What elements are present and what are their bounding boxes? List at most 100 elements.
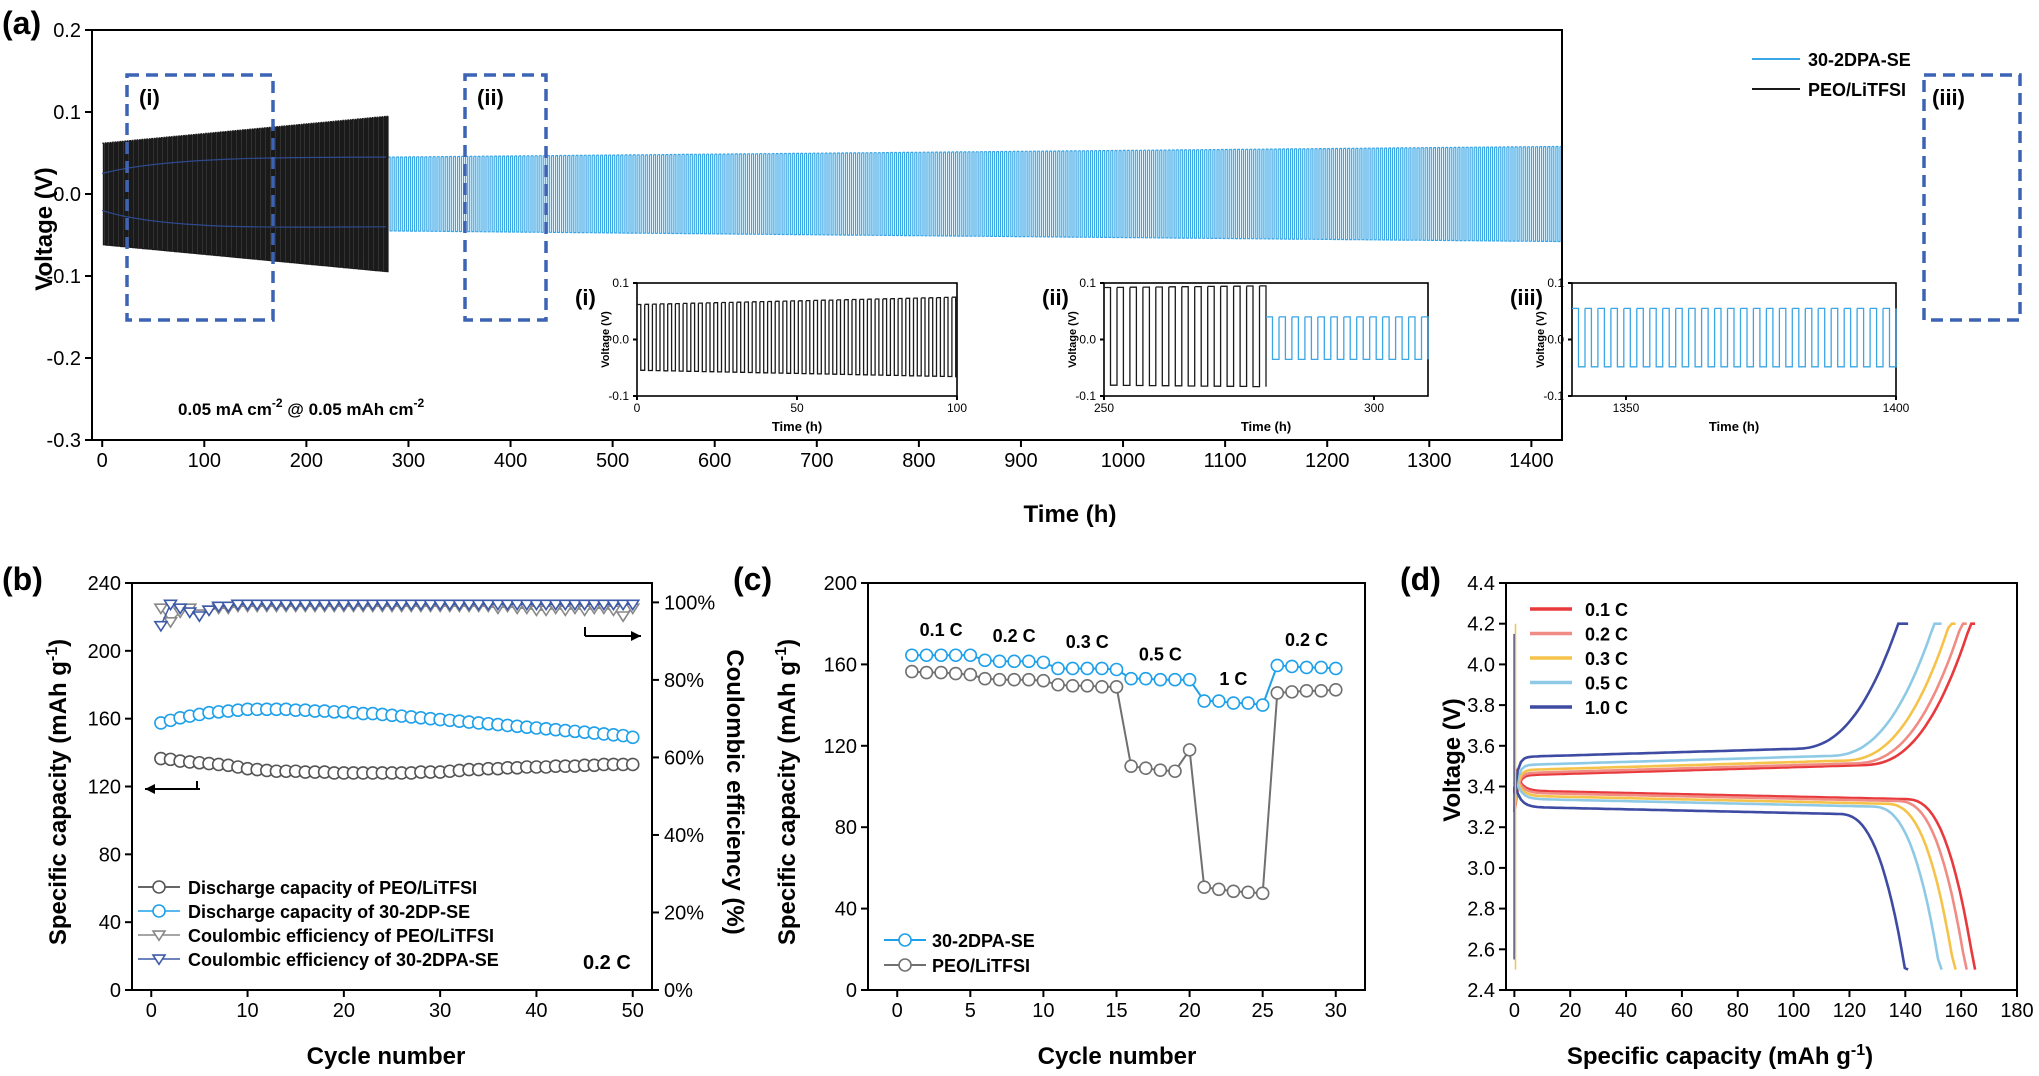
legend-label: 0.2 C <box>1585 625 1628 645</box>
series-1-point <box>934 665 948 680</box>
legend-label: 0.1 C <box>1585 600 1628 620</box>
panel-a-frame <box>91 29 1563 441</box>
series-3-point <box>278 599 294 612</box>
series-0-point <box>1197 694 1212 708</box>
series-0-point <box>992 654 1007 669</box>
series-3-point <box>451 599 467 612</box>
panel-d-xtick-label: 180 <box>2000 1000 2033 1022</box>
series-1-point <box>948 666 963 681</box>
panel-d-ytick-label: 3.6 <box>1467 736 1495 758</box>
panel-a-xtick-label: 800 <box>902 450 935 472</box>
panel-a-xtick-label: 900 <box>1004 450 1037 472</box>
panel-a-xtick-label: 600 <box>698 450 731 472</box>
panel-b-ytick-label: 40 <box>99 912 121 934</box>
panel-tag-c: (c) <box>733 561 772 597</box>
panel-b-ytick-label: 120 <box>88 777 121 799</box>
panel-a-xlabel: Time (h) <box>1024 501 1117 528</box>
panel-d-xlabel: Specific capacity (mAh g-1) <box>1567 1042 1873 1070</box>
series-3-point <box>182 607 198 619</box>
region-box <box>125 73 275 322</box>
panel-c-ytick-label: 120 <box>824 736 857 758</box>
series-peo-litfsi-line <box>102 115 389 273</box>
series-0-point <box>625 757 640 772</box>
panel-c-xtick-label: 10 <box>1032 1000 1054 1022</box>
panel-a-xtick-label: 1200 <box>1305 450 1350 472</box>
panel-d-ytick-label: 3.4 <box>1467 777 1495 799</box>
panel-b-legend: Discharge capacity of PEO/LiTFSI Discharg… <box>138 878 499 970</box>
inset-label: (i) <box>575 285 596 310</box>
series-3-point <box>480 599 496 612</box>
series-0-point <box>1065 661 1080 676</box>
panel-d-xtick-label: 120 <box>1833 1000 1866 1022</box>
series-3-point <box>259 599 275 612</box>
panel-d-xtick-label: 40 <box>1615 1000 1637 1022</box>
inset-ytick-label: 0.1 <box>1547 276 1564 290</box>
series-0-point <box>1212 694 1226 708</box>
panel-b-y2tick-label: 40% <box>664 825 704 847</box>
series-3-point <box>432 599 448 612</box>
inset-ylabel: Voltage (V) <box>600 311 612 368</box>
panel-a-xtick-label: 0 <box>97 450 108 472</box>
panel-d-ylabel: Voltage (V) <box>1439 698 1466 822</box>
series-0-point <box>1241 696 1255 710</box>
rate-label: 0.1 C <box>920 620 963 640</box>
series-2-point <box>615 611 631 623</box>
panel-d-ytick-label: 3.0 <box>1467 858 1495 880</box>
series-30-2dpa-se-line <box>388 145 1563 243</box>
series-3-point <box>577 599 593 612</box>
series-1-point <box>978 671 992 686</box>
panel-b-xtick-label: 0 <box>146 1000 157 1022</box>
series-1-point <box>1138 761 1153 775</box>
legend-label: Discharge capacity of 30-2DP-SE <box>188 902 470 922</box>
inset-xtick-label: 50 <box>790 401 804 415</box>
panel-d-ytick-label: 3.2 <box>1467 817 1495 839</box>
series-1-point <box>1241 885 1255 900</box>
series-1-point <box>1168 764 1182 779</box>
series-3-point <box>365 599 381 612</box>
series-2-point <box>163 617 178 629</box>
panel-d-ytick-label: 2.6 <box>1467 939 1495 961</box>
panel-b-y2tick-label: 20% <box>664 902 704 924</box>
panel-c-axes: 0 5 10 15 20 25 30 0 40 80 120 160 200 <box>824 573 1366 1022</box>
series-1-point <box>1036 673 1051 688</box>
inset-label: (ii) <box>1042 285 1069 310</box>
panel-d-axes: 0 20 40 60 80 100 120 140 160 180 2.4 2.6 2.8 3.0 3.2 3… <box>1467 573 2034 1022</box>
panel-a: (i) (ii) (iii) 0 100 200 300 400 500 600 700 800 90… <box>31 20 2022 528</box>
panel-a-annotation: 0.05 mA cm-2 @ 0.05 mAh cm-2 <box>178 396 424 419</box>
legend-swatch-marker <box>152 904 166 918</box>
panel-b-xtick-label: 50 <box>622 1000 644 1022</box>
panel-c-legend: 30-2DPA-SE PEO/LiTFSI <box>884 931 1035 976</box>
region-label: (ii) <box>477 85 504 110</box>
series-1-point <box>1314 684 1328 698</box>
panel-a-xtick-label: 700 <box>800 450 833 472</box>
series-3-point <box>394 599 410 612</box>
legend-label: 0.5 C <box>1585 674 1628 694</box>
inset-xtick-label: 100 <box>947 401 967 415</box>
panel-d-xtick-label: 20 <box>1559 1000 1581 1022</box>
inset-series-line <box>1572 307 1897 368</box>
series-0-point <box>1153 672 1168 687</box>
series-1-point <box>625 730 640 745</box>
series-0-point <box>905 648 919 663</box>
panel-tag-a: (a) <box>2 5 41 41</box>
series-3-point <box>596 599 612 612</box>
panel-d-xtick-label: 80 <box>1727 1000 1749 1022</box>
panel-c-xtick-label: 20 <box>1178 1000 1200 1022</box>
discharge-curve-1 <box>1513 767 1968 970</box>
panel-c: 0 5 10 15 20 25 30 0 40 80 120 160 200 0.1 C 0.2 C 0.3… <box>773 573 1366 1070</box>
series-3-point <box>557 599 573 612</box>
series-2-point <box>153 603 169 615</box>
series-0-point <box>1328 661 1343 676</box>
legend-label: 1.0 C <box>1585 698 1628 718</box>
inset-ytick-label: -0.1 <box>1543 389 1564 403</box>
inset-label: (iii) <box>1510 285 1543 310</box>
panel-a-xtick-label: 200 <box>290 450 323 472</box>
panel-b: 0 10 20 30 40 50 0 40 80 120 160 200 240 0% 20% 40% 60% 8… <box>44 573 748 1070</box>
legend-swatch-marker <box>151 930 167 942</box>
discharge-curve-3 <box>1513 773 1943 971</box>
series-1-point <box>1007 672 1021 687</box>
series-1-point <box>1226 884 1241 899</box>
legend-label: Coulombic efficiency of 30-2DPA-SE <box>188 950 499 970</box>
left-axis-arrowhead <box>145 784 155 794</box>
series-1-point <box>1080 678 1095 693</box>
